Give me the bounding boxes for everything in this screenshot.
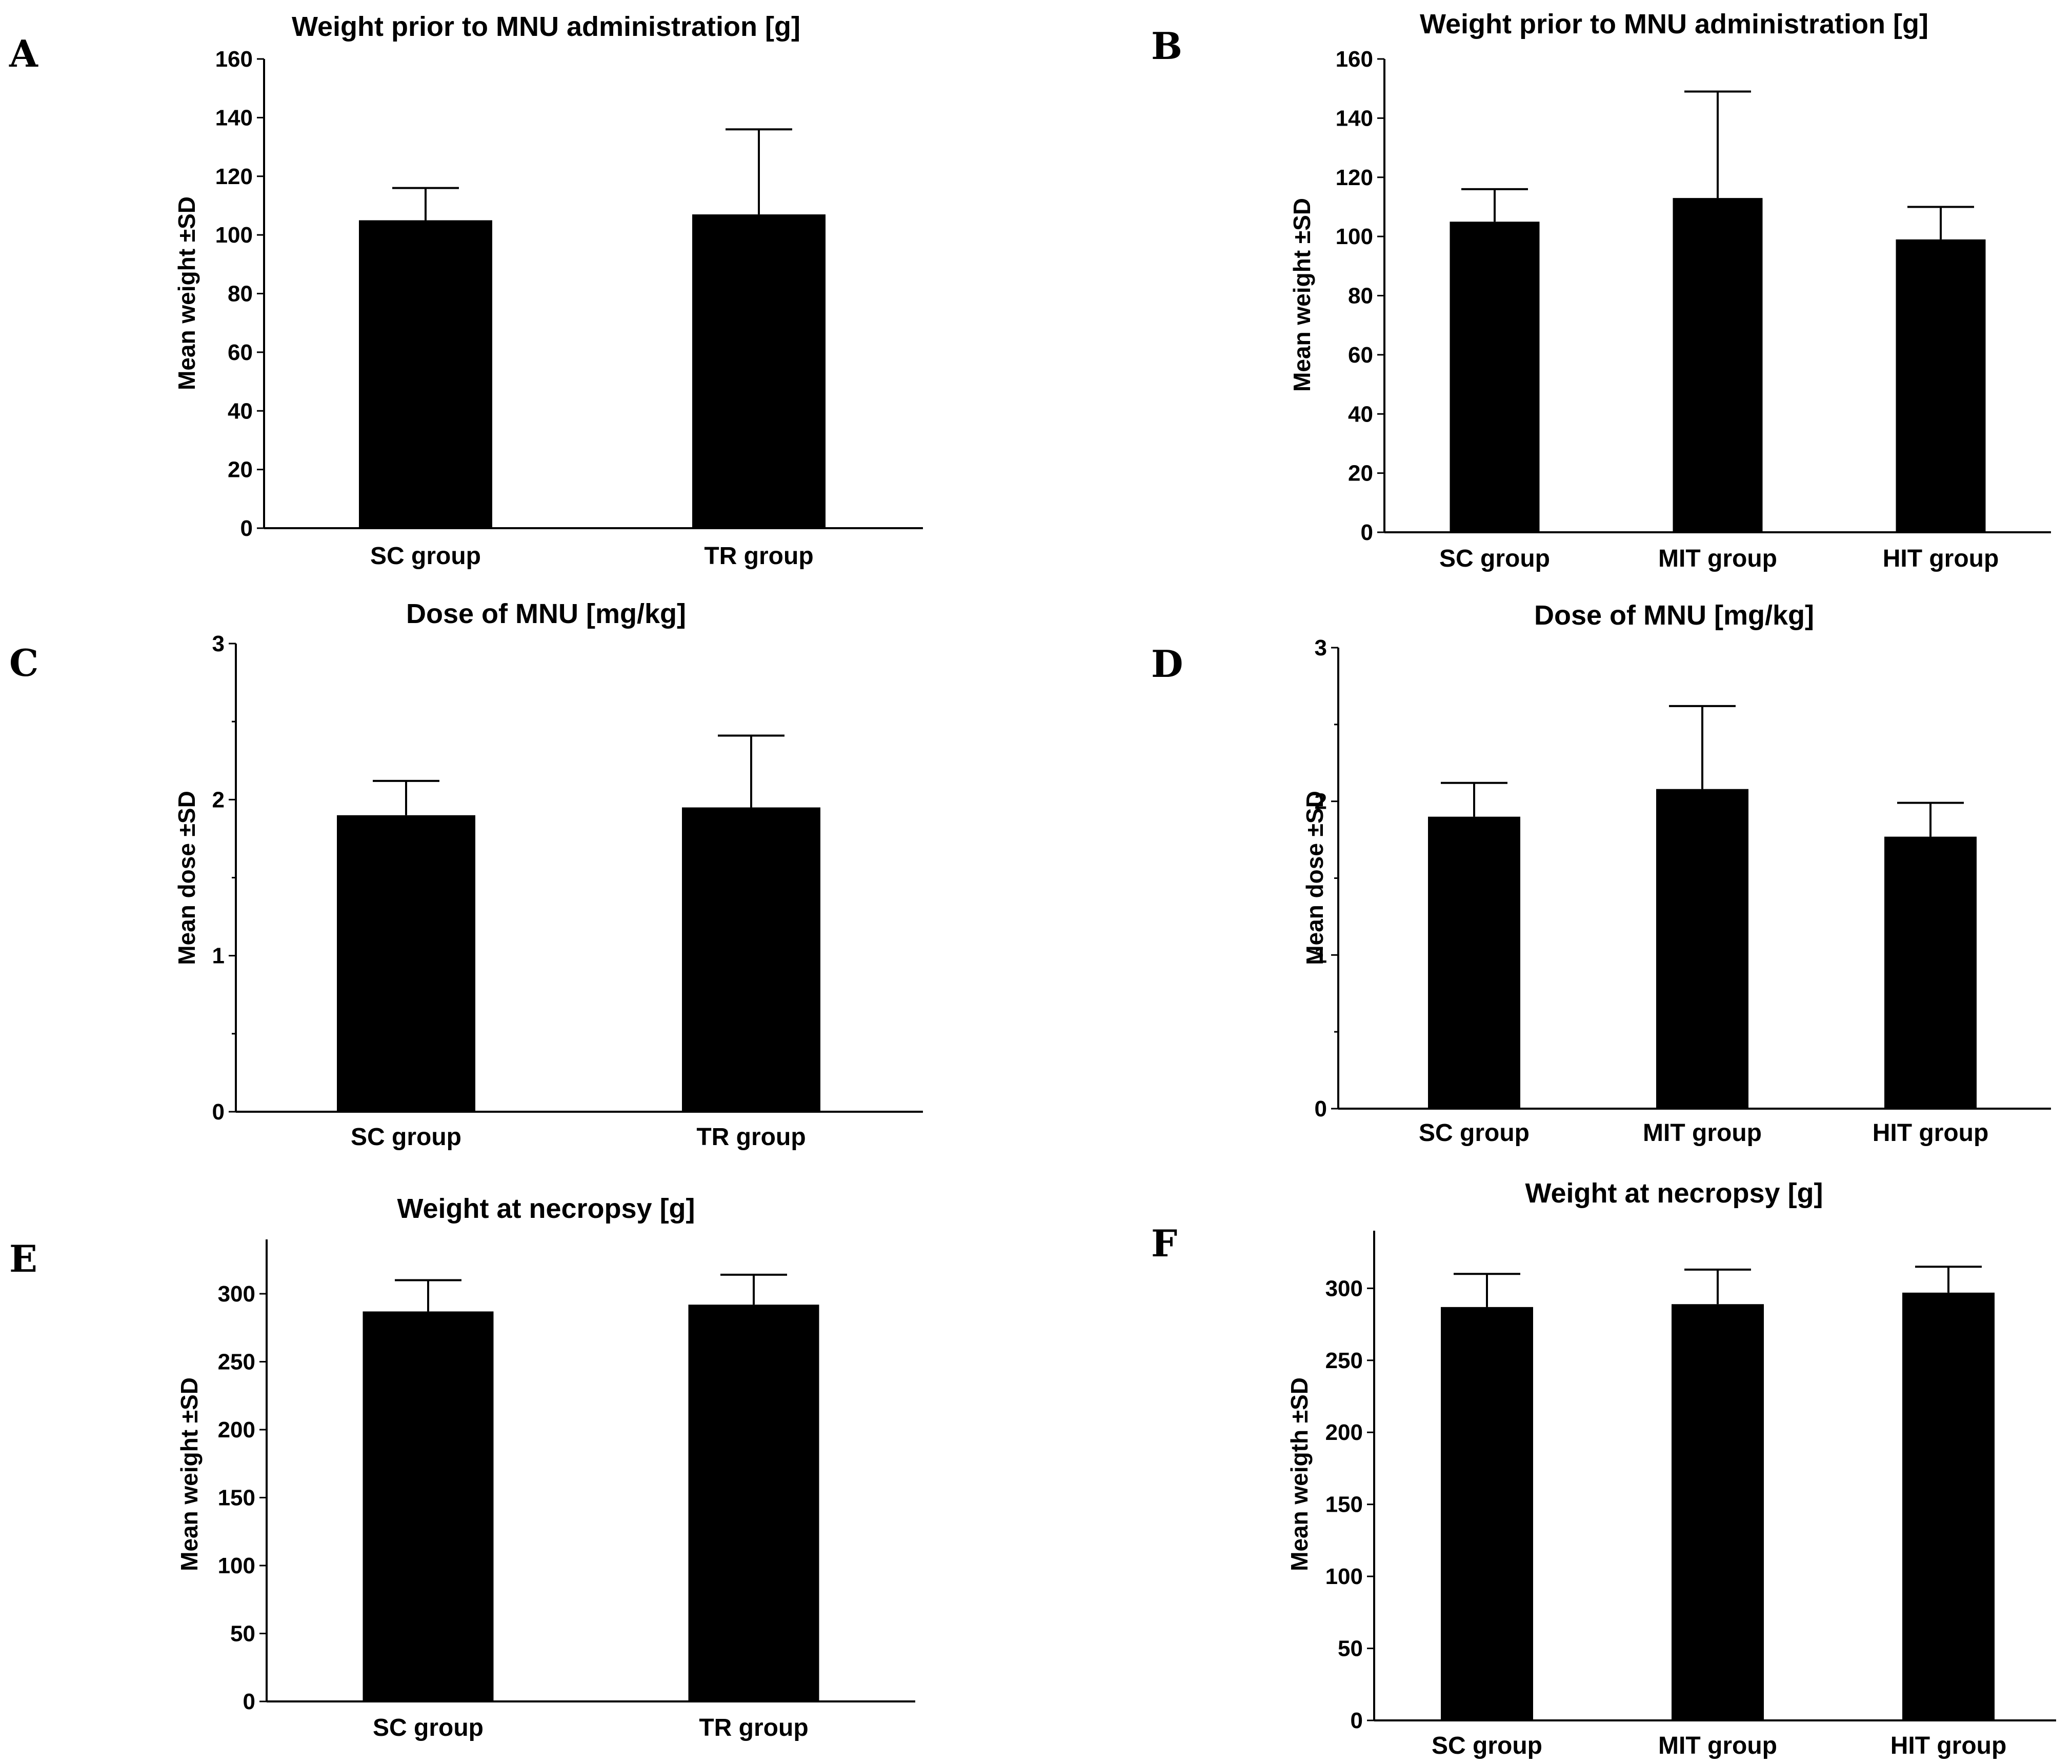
y-tick-label-a: 40 [228, 398, 253, 424]
y-tick-label-d: 3 [1315, 635, 1327, 660]
panel-letter-b: B [1151, 24, 1182, 68]
panel-letter-c: C [9, 641, 38, 685]
category-label-f-1: SC group [1432, 1732, 1542, 1759]
bar-b-2 [1673, 198, 1763, 533]
panel-letter-f: F [1151, 1221, 1177, 1265]
y-tick-label-b: 160 [1336, 47, 1373, 72]
y-tick-label-a: 160 [215, 47, 253, 72]
y-tick-label-a: 80 [228, 282, 253, 307]
category-label-b-3: HIT group [1883, 545, 1999, 572]
bar-b-3 [1896, 239, 1986, 532]
y-tick-label-a: 0 [240, 516, 253, 541]
y-tick-label-d: 0 [1315, 1096, 1327, 1121]
chart-title-a: Weight prior to MNU administration [g] [292, 11, 800, 42]
chart-title-b: Weight prior to MNU administration [g] [1420, 9, 1928, 39]
category-label-f-3: HIT group [1890, 1732, 2007, 1759]
chart-panel-d: D Dose of MNU [mg/kg] Mean dose ±SD 0 1 2 3 SC … [1151, 600, 2051, 1147]
y-tick-label-b: 100 [1336, 224, 1373, 249]
bar-f-3 [1902, 1292, 1995, 1720]
y-tick-label-e: 0 [243, 1689, 255, 1714]
y-tick-label-e: 150 [218, 1486, 255, 1511]
y-tick-label-b: 140 [1336, 106, 1373, 131]
bar-f-1 [1441, 1307, 1533, 1720]
y-tick-label-e: 250 [218, 1350, 255, 1375]
y-tick-label-e: 300 [218, 1281, 255, 1307]
chart-panel-a: A Weight prior to MNU administration [g] M… [9, 11, 923, 570]
chart-title-f: Weight at necropsy [g] [1525, 1178, 1823, 1209]
chart-panel-e: E Weight at necropsy [g] Mean weight ±SD 0 5… [9, 1193, 915, 1741]
y-axis-label-b: Mean weight ±SD [1289, 198, 1315, 392]
y-tick-label-c: 1 [212, 944, 225, 969]
bar-d-2 [1656, 789, 1748, 1109]
category-label-b-1: SC group [1439, 545, 1550, 572]
panel-letter-e: E [9, 1237, 37, 1280]
panel-letter-d: D [1151, 642, 1183, 686]
y-tick-label-f: 200 [1325, 1420, 1363, 1445]
y-tick-label-f: 250 [1325, 1348, 1363, 1373]
category-label-f-2: MIT group [1658, 1732, 1777, 1759]
category-label-d-3: HIT group [1873, 1119, 1989, 1147]
chart-panel-c: C Dose of MNU [mg/kg] Mean dose ±SD 0 1 2 3 SC … [9, 598, 923, 1151]
category-label-e-2: TR group [699, 1714, 808, 1741]
y-tick-label-c: 3 [212, 631, 225, 656]
y-tick-label-e: 200 [218, 1417, 255, 1442]
category-label-d-2: MIT group [1643, 1119, 1762, 1147]
y-axis-label-c: Mean dose ±SD [173, 791, 200, 965]
y-tick-label-c: 2 [212, 787, 225, 812]
chart-title-d: Dose of MNU [mg/kg] [1534, 600, 1814, 631]
chart-title-c: Dose of MNU [mg/kg] [406, 598, 686, 629]
category-label-a-1: SC group [370, 543, 481, 570]
y-tick-label-b: 0 [1361, 520, 1373, 545]
bar-a-1 [359, 220, 492, 528]
y-tick-label-c: 0 [212, 1099, 225, 1125]
bar-d-3 [1884, 836, 1977, 1109]
y-tick-label-f: 0 [1351, 1708, 1363, 1733]
y-tick-label-d: 2 [1315, 789, 1327, 814]
bar-c-2 [682, 807, 820, 1112]
category-label-c-1: SC group [351, 1124, 461, 1151]
chart-panel-f: F Weight at necropsy [g] Mean weigth ±SD 0 5… [1151, 1178, 2056, 1759]
y-tick-label-b: 40 [1348, 402, 1373, 427]
chart-panel-b: B Weight prior to MNU administration [g] M… [1151, 9, 2051, 572]
y-tick-label-f: 50 [1338, 1636, 1363, 1661]
y-tick-label-f: 100 [1325, 1564, 1363, 1589]
category-label-d-1: SC group [1419, 1119, 1530, 1147]
y-tick-label-a: 140 [215, 105, 253, 130]
bar-f-2 [1672, 1304, 1764, 1720]
y-tick-label-f: 300 [1325, 1276, 1363, 1301]
bar-c-1 [337, 815, 475, 1112]
bar-e-1 [363, 1311, 494, 1701]
y-tick-label-a: 120 [215, 164, 253, 189]
y-tick-label-a: 100 [215, 223, 253, 248]
y-tick-label-b: 20 [1348, 461, 1373, 486]
y-tick-label-b: 60 [1348, 343, 1373, 368]
y-tick-label-a: 60 [228, 340, 253, 365]
y-tick-label-e: 50 [230, 1621, 255, 1647]
category-label-a-2: TR group [704, 543, 813, 570]
y-axis-label-e: Mean weight ±SD [176, 1377, 203, 1571]
panel-letter-a: A [9, 32, 38, 75]
y-tick-label-b: 80 [1348, 284, 1373, 309]
bar-a-2 [692, 214, 826, 528]
bar-d-1 [1428, 816, 1520, 1109]
y-tick-label-a: 20 [228, 457, 253, 483]
category-label-e-1: SC group [373, 1714, 484, 1741]
y-tick-label-f: 150 [1325, 1492, 1363, 1517]
category-label-c-2: TR group [696, 1124, 806, 1151]
chart-title-e: Weight at necropsy [g] [397, 1193, 695, 1224]
bar-b-1 [1450, 222, 1540, 532]
category-label-b-2: MIT group [1658, 545, 1777, 572]
y-axis-label-d: Mean dose ±SD [1301, 791, 1328, 965]
bar-e-2 [688, 1305, 819, 1701]
y-tick-label-b: 120 [1336, 165, 1373, 190]
y-tick-label-d: 1 [1315, 943, 1327, 968]
y-axis-label-f: Mean weigth ±SD [1286, 1377, 1313, 1571]
y-tick-label-e: 100 [218, 1553, 255, 1578]
y-axis-label-a: Mean weight ±SD [173, 196, 200, 390]
